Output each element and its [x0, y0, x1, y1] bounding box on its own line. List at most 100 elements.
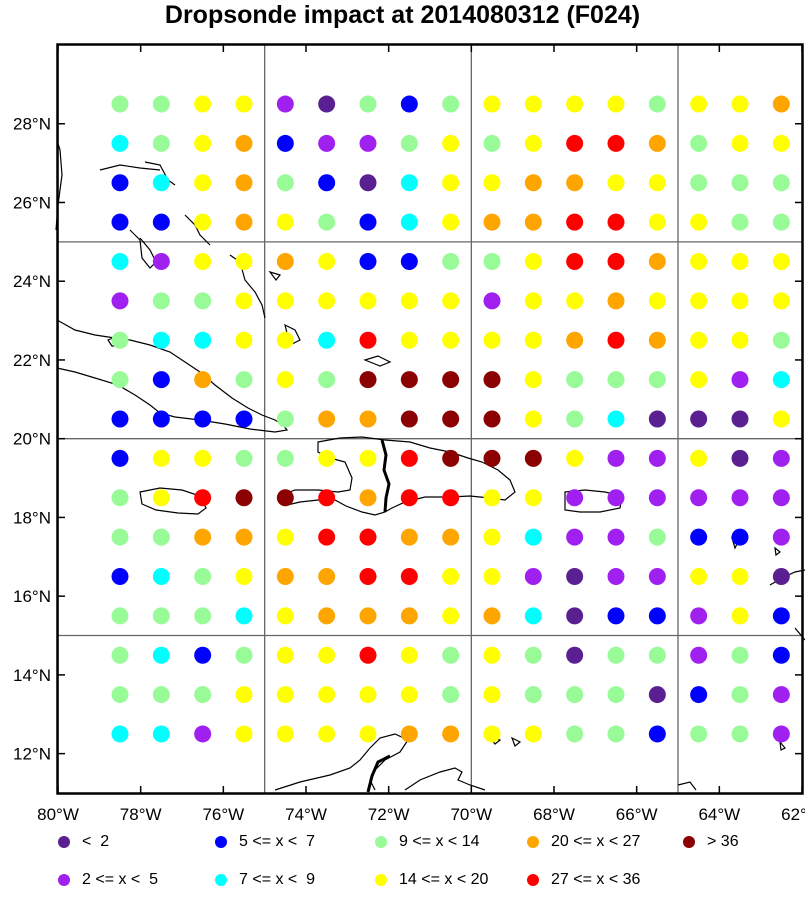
dropsonde-point [566, 489, 584, 507]
dropsonde-point [235, 449, 253, 467]
dropsonde-point [442, 253, 460, 271]
dropsonde-point [731, 371, 749, 389]
coastline-hispaniola [281, 436, 516, 516]
coastline-trinidad [677, 781, 697, 791]
dropsonde-point [690, 725, 708, 743]
dropsonde-point [772, 686, 790, 704]
dropsonde-point [359, 95, 377, 113]
coastline-turks-caicos [363, 355, 392, 367]
dropsonde-point [111, 686, 129, 704]
dropsonde-point [400, 253, 418, 271]
dropsonde-point [483, 331, 501, 349]
dropsonde-point [318, 686, 336, 704]
dropsonde-point [111, 449, 129, 467]
legend-label: < 2 [82, 833, 110, 850]
dropsonde-point [442, 489, 460, 507]
dropsonde-point [318, 489, 336, 507]
dropsonde-point [194, 725, 212, 743]
dropsonde-point [442, 174, 460, 192]
dropsonde-point [442, 292, 460, 310]
dropsonde-point [690, 292, 708, 310]
dropsonde-point [359, 686, 377, 704]
dropsonde-point [276, 95, 294, 113]
dropsonde-point [648, 134, 666, 152]
dropsonde-point [566, 174, 584, 192]
dropsonde-point [442, 528, 460, 546]
dropsonde-point [648, 95, 666, 113]
dropsonde-point [690, 686, 708, 704]
legend-swatch [375, 836, 387, 848]
map-frame [56, 43, 804, 795]
dropsonde-point [690, 607, 708, 625]
dropsonde-point [731, 489, 749, 507]
dropsonde-point [400, 449, 418, 467]
dropsonde-point [318, 528, 336, 546]
dropsonde-point [772, 371, 790, 389]
dropsonde-point [276, 528, 294, 546]
dropsonde-point [607, 292, 625, 310]
dropsonde-point [566, 213, 584, 231]
x-tick-label: 76°W [202, 805, 244, 824]
dropsonde-point [442, 686, 460, 704]
dropsonde-point [276, 213, 294, 231]
dropsonde-point [194, 331, 212, 349]
legend-item: 27 <= x < 36 [527, 870, 640, 890]
dropsonde-point [359, 253, 377, 271]
dropsonde-point [772, 134, 790, 152]
dropsonde-point [359, 528, 377, 546]
dropsonde-point [772, 725, 790, 743]
dropsonde-point [690, 528, 708, 546]
dropsonde-point [690, 213, 708, 231]
dropsonde-point [648, 331, 666, 349]
dropsonde-point [524, 449, 542, 467]
dropsonde-point [524, 646, 542, 664]
dropsonde-point [524, 174, 542, 192]
dropsonde-point [524, 213, 542, 231]
dropsonde-point [483, 489, 501, 507]
dropsonde-point [400, 134, 418, 152]
dropsonde-point [359, 489, 377, 507]
dropsonde-point [111, 567, 129, 585]
dropsonde-point [731, 174, 749, 192]
dropsonde-point [152, 371, 170, 389]
dropsonde-point [731, 292, 749, 310]
dropsonde-point [152, 331, 170, 349]
dropsonde-point [400, 725, 418, 743]
dropsonde-point [276, 489, 294, 507]
dropsonde-point [607, 646, 625, 664]
dropsonde-point [566, 95, 584, 113]
dropsonde-point [194, 95, 212, 113]
dropsonde-point [400, 213, 418, 231]
legend-item: > 36 [683, 832, 739, 852]
dropsonde-point [772, 253, 790, 271]
dropsonde-point [648, 567, 666, 585]
coastline-bahamas-4 [184, 214, 211, 246]
dropsonde-point [276, 410, 294, 428]
dropsonde-point [483, 253, 501, 271]
dropsonde-point [648, 213, 666, 231]
dropsonde-point [318, 449, 336, 467]
dropsonde-point [359, 410, 377, 428]
dropsonde-point [483, 567, 501, 585]
dropsonde-point [483, 449, 501, 467]
dropsonde-point [276, 253, 294, 271]
border-colombia-venezuela [366, 754, 391, 793]
dropsonde-point [442, 567, 460, 585]
dropsonde-point [194, 371, 212, 389]
dropsonde-point [318, 646, 336, 664]
dropsonde-point [359, 567, 377, 585]
dropsonde-point [235, 174, 253, 192]
dropsonde-point [772, 646, 790, 664]
legend-swatch [215, 874, 227, 886]
dropsonde-point [607, 331, 625, 349]
dropsonde-point [318, 410, 336, 428]
dropsonde-point [566, 449, 584, 467]
dropsonde-point [566, 725, 584, 743]
y-tick-label: 20°N [13, 430, 51, 449]
dropsonde-point [442, 331, 460, 349]
legend-swatch [375, 874, 387, 886]
dropsonde-point [235, 95, 253, 113]
dropsonde-point [276, 567, 294, 585]
dropsonde-point [772, 528, 790, 546]
dropsonde-points [111, 95, 790, 743]
